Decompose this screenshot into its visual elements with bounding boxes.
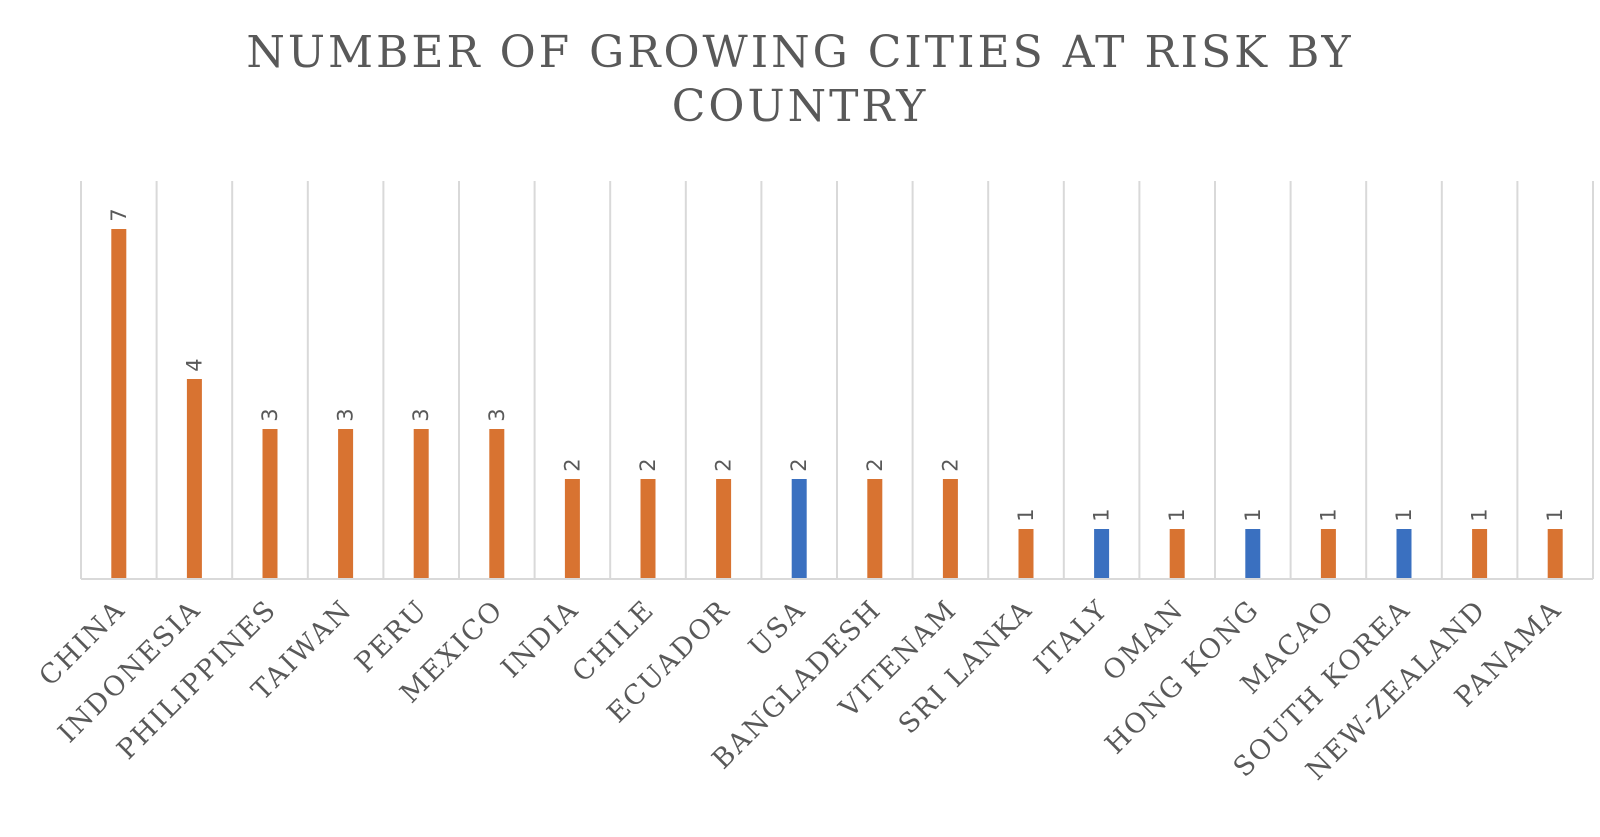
data-label: 2: [560, 458, 584, 471]
bar-ecuador: [716, 479, 732, 579]
bar-new-zealand: [1472, 529, 1488, 579]
data-label: 1: [1543, 508, 1567, 521]
bar-india: [564, 479, 580, 579]
data-label: 1: [1090, 508, 1114, 521]
bar-chile: [640, 479, 656, 579]
bar-philippines: [262, 429, 278, 579]
data-label: 2: [636, 458, 660, 471]
data-label: 3: [258, 408, 282, 421]
bar-panama: [1547, 529, 1563, 579]
bar-indonesia: [186, 379, 202, 579]
bar-oman: [1169, 529, 1185, 579]
data-label: 1: [1241, 508, 1265, 521]
data-label: 3: [334, 408, 358, 421]
gridlines: [80, 181, 1594, 579]
data-label: 1: [1392, 508, 1416, 521]
bar-macao: [1320, 529, 1336, 579]
data-label: 2: [787, 458, 811, 471]
data-label: 7: [107, 208, 131, 221]
bar-mexico: [489, 429, 505, 579]
data-label: 1: [1316, 508, 1340, 521]
bar-italy: [1094, 529, 1110, 579]
data-labels: 7 4 3 3 3 3 2 2 2 2 2 2 1 1 1 1 1 1 1 1: [107, 208, 1567, 521]
data-label: 1: [1468, 508, 1492, 521]
category-label: SRI LANKA: [893, 594, 1039, 740]
bars: [111, 229, 1563, 579]
data-label: 4: [182, 358, 206, 371]
data-label: 1: [1165, 508, 1189, 521]
bar-sri-lanka: [1018, 529, 1034, 579]
chart-title: NUMBER OF GROWING CITIES AT RISK BY COUN…: [246, 27, 1354, 132]
category-label: USA: [743, 594, 812, 663]
data-label: 3: [485, 408, 509, 421]
bar-hong-kong: [1245, 529, 1261, 579]
bar-south-korea: [1396, 529, 1412, 579]
bar-taiwan: [338, 429, 354, 579]
data-label: 3: [409, 408, 433, 421]
category-labels: CHINAINDONESIAPHILIPPINESTAIWANPERUMEXIC…: [33, 594, 1568, 786]
data-label: 2: [938, 458, 962, 471]
bar-peru: [413, 429, 429, 579]
bar-vitenam: [942, 479, 958, 579]
data-label: 1: [1014, 508, 1038, 521]
data-label: 2: [863, 458, 887, 471]
bar-bangladesh: [867, 479, 883, 579]
bar-china: [111, 229, 127, 579]
bar-usa: [791, 479, 807, 579]
data-label: 2: [712, 458, 736, 471]
